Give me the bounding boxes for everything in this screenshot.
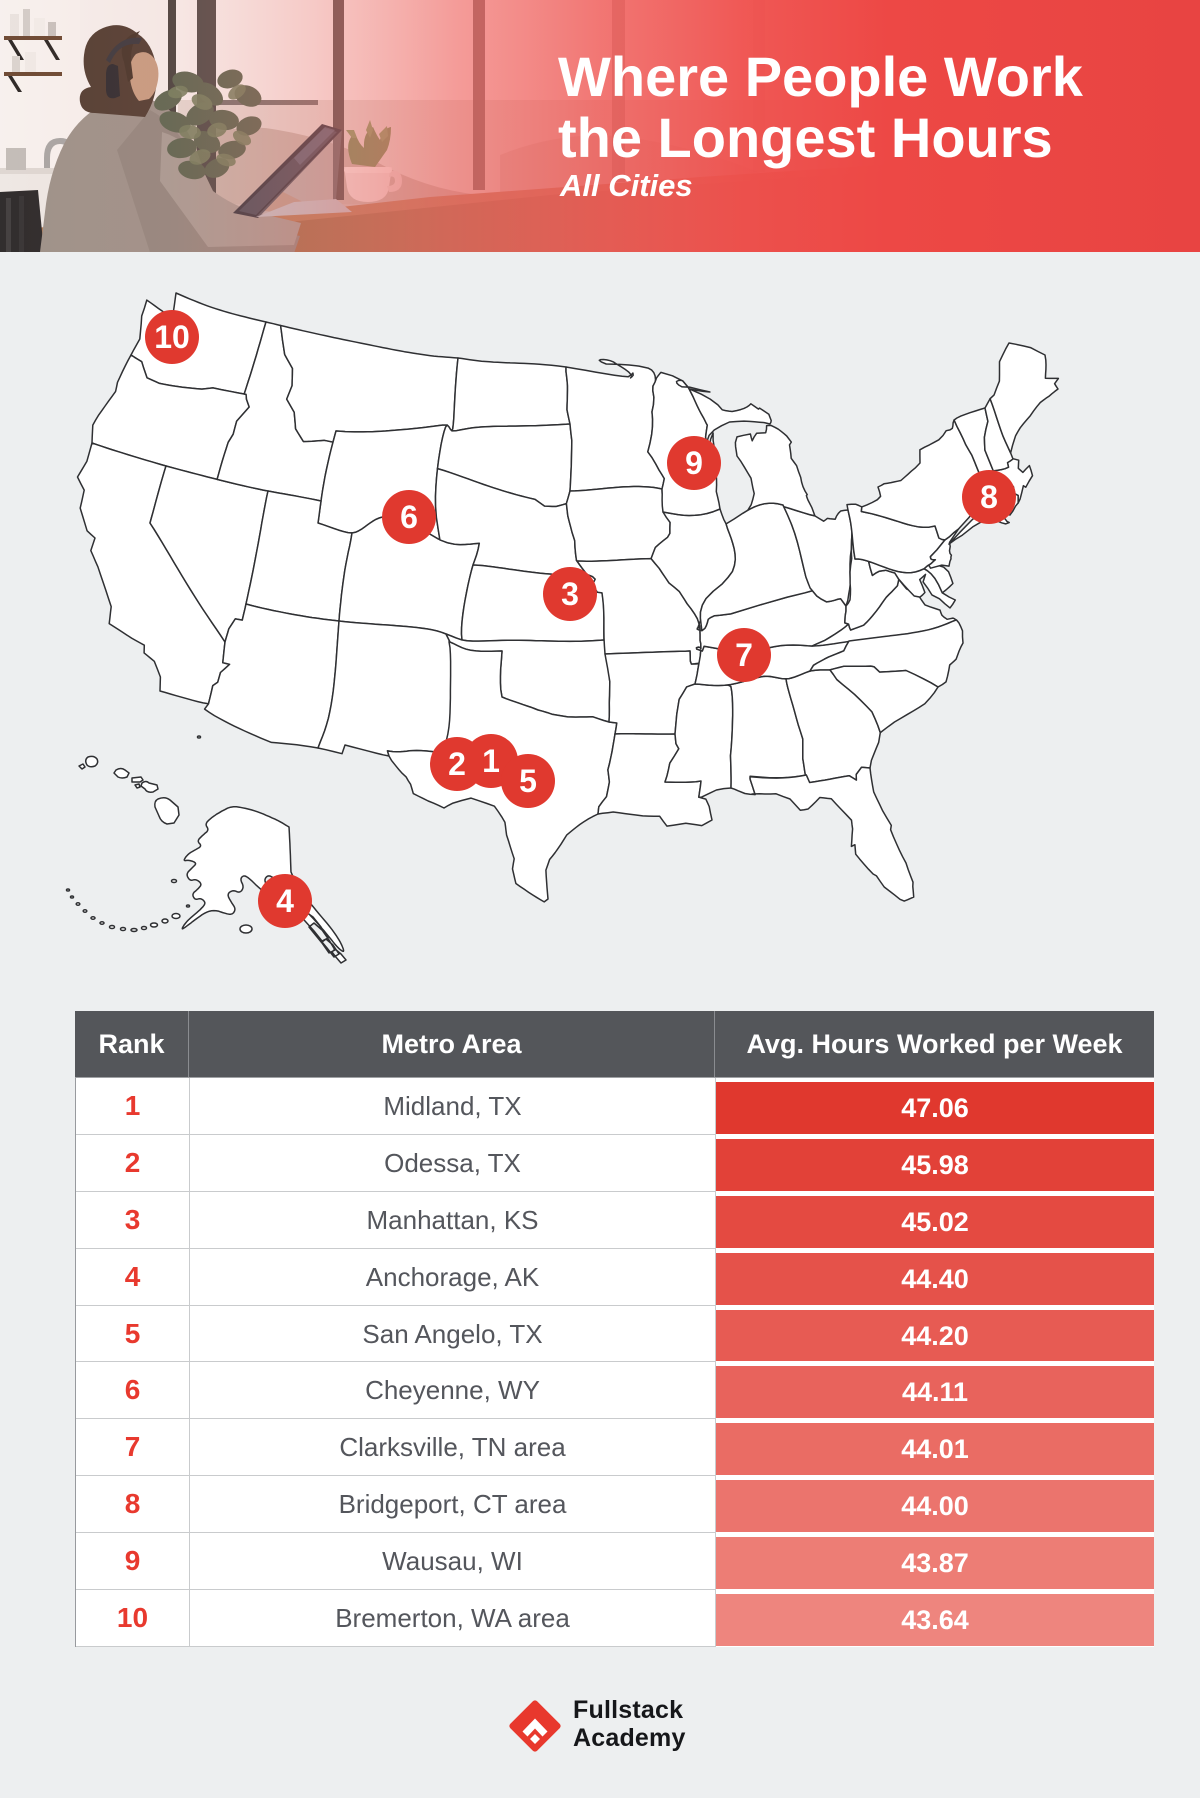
svg-text:3: 3 xyxy=(561,576,579,612)
svg-text:6: 6 xyxy=(400,499,418,535)
svg-text:7: 7 xyxy=(735,637,753,673)
svg-text:8: 8 xyxy=(980,479,998,515)
svg-text:10: 10 xyxy=(154,319,190,355)
svg-text:Academy: Academy xyxy=(573,1724,686,1752)
svg-text:Fullstack: Fullstack xyxy=(573,1696,683,1724)
svg-text:4: 4 xyxy=(276,883,294,919)
svg-text:1: 1 xyxy=(482,743,500,779)
svg-text:9: 9 xyxy=(685,445,703,481)
svg-text:5: 5 xyxy=(519,763,537,799)
svg-text:2: 2 xyxy=(448,746,466,782)
